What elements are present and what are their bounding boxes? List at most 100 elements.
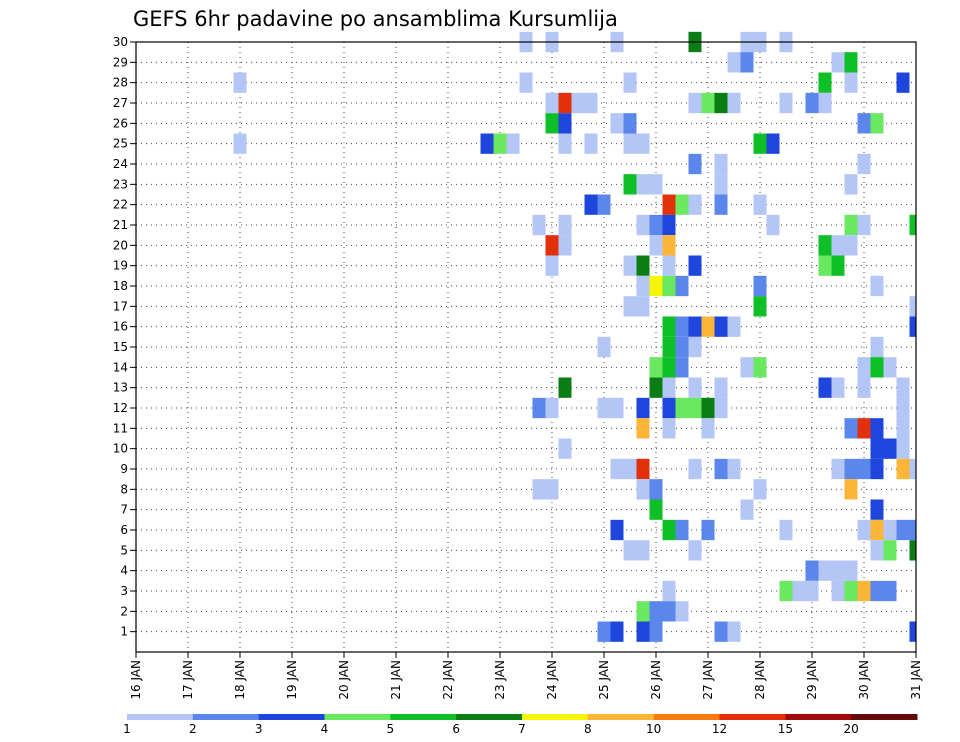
data-cell bbox=[610, 397, 624, 419]
data-cell bbox=[662, 255, 676, 276]
data-cell bbox=[896, 438, 910, 459]
data-cell bbox=[714, 174, 728, 195]
colorbar-segment bbox=[851, 714, 918, 720]
data-cell bbox=[844, 214, 858, 236]
colorbar-label: 3 bbox=[255, 722, 263, 736]
x-tick-label: 29 JAN bbox=[805, 660, 819, 700]
data-cell bbox=[597, 194, 611, 215]
data-cell bbox=[779, 519, 793, 541]
data-cell bbox=[844, 479, 858, 500]
data-cell bbox=[844, 560, 858, 581]
data-cell bbox=[675, 601, 689, 622]
colorbar-segment bbox=[653, 714, 720, 720]
data-cell bbox=[870, 113, 884, 134]
grid-lines bbox=[136, 42, 916, 652]
x-tick-label: 19 JAN bbox=[285, 660, 299, 700]
data-cell bbox=[688, 458, 702, 480]
data-cell bbox=[688, 397, 702, 419]
data-cell bbox=[545, 479, 559, 500]
y-tick-label: 10 bbox=[113, 442, 128, 456]
data-cell bbox=[649, 214, 663, 236]
colorbar-segment bbox=[456, 714, 523, 720]
y-tick-label: 17 bbox=[113, 299, 128, 313]
x-tick-label: 27 JAN bbox=[701, 660, 715, 700]
data-cell bbox=[480, 133, 494, 154]
data-cell bbox=[545, 113, 559, 134]
data-cell bbox=[662, 275, 676, 297]
data-cell bbox=[662, 214, 676, 236]
data-cell bbox=[623, 255, 637, 276]
data-cell bbox=[649, 479, 663, 500]
data-cell bbox=[545, 255, 559, 276]
data-cell bbox=[662, 357, 676, 378]
x-tick-label: 21 JAN bbox=[389, 660, 403, 700]
data-cell bbox=[688, 316, 702, 337]
data-cell bbox=[753, 194, 767, 215]
data-cell bbox=[558, 438, 572, 459]
data-cell bbox=[766, 133, 780, 154]
x-tick-label: 31 JAN bbox=[909, 660, 923, 700]
data-cell bbox=[870, 336, 884, 358]
data-cell bbox=[870, 458, 884, 480]
data-cell bbox=[636, 174, 650, 195]
y-tick-label: 7 bbox=[120, 503, 128, 517]
data-cell bbox=[727, 92, 741, 114]
colorbar-label: 10 bbox=[646, 722, 661, 736]
x-tick-label: 17 JAN bbox=[181, 660, 195, 700]
data-cell bbox=[714, 316, 728, 337]
data-cell bbox=[883, 519, 897, 541]
data-cell bbox=[623, 540, 637, 561]
data-cell bbox=[831, 580, 845, 602]
data-cell bbox=[701, 397, 715, 419]
data-cell bbox=[701, 519, 715, 541]
data-cell bbox=[688, 377, 702, 398]
chart-title: GEFS 6hr padavine po ansamblima Kursumli… bbox=[133, 7, 618, 31]
data-cell bbox=[623, 174, 637, 195]
data-cell bbox=[649, 499, 663, 520]
data-cell bbox=[688, 194, 702, 215]
data-cell bbox=[896, 72, 910, 93]
data-cell bbox=[584, 92, 598, 114]
y-tick-label: 21 bbox=[113, 218, 128, 232]
data-cell bbox=[597, 621, 611, 642]
data-cell bbox=[623, 133, 637, 154]
data-cell bbox=[623, 113, 637, 134]
data-cell bbox=[753, 296, 767, 317]
data-cell bbox=[662, 418, 676, 439]
data-cell bbox=[805, 560, 819, 581]
data-cell bbox=[675, 316, 689, 337]
data-cell bbox=[688, 153, 702, 175]
data-cell bbox=[636, 479, 650, 500]
data-cell bbox=[857, 357, 871, 378]
data-cell bbox=[233, 72, 247, 93]
data-cell bbox=[558, 113, 572, 134]
x-tick-label: 23 JAN bbox=[493, 660, 507, 700]
data-cell bbox=[909, 540, 916, 561]
colorbar-label: 15 bbox=[778, 722, 793, 736]
data-cell bbox=[883, 540, 897, 561]
data-cell bbox=[623, 296, 637, 317]
data-cell bbox=[857, 418, 871, 439]
data-cell bbox=[532, 479, 546, 500]
y-axis-ticks: 1234567891011121314151617181920212223242… bbox=[113, 35, 136, 639]
data-cell bbox=[649, 275, 663, 297]
x-tick-label: 28 JAN bbox=[753, 660, 767, 700]
data-cell bbox=[727, 52, 741, 73]
data-cell bbox=[714, 194, 728, 215]
data-cell bbox=[662, 397, 676, 419]
y-tick-label: 23 bbox=[113, 177, 128, 191]
data-cell bbox=[857, 153, 871, 175]
data-cell bbox=[870, 580, 884, 602]
data-cell bbox=[714, 92, 728, 114]
x-tick-label: 26 JAN bbox=[649, 660, 663, 700]
data-cell bbox=[597, 397, 611, 419]
y-tick-label: 19 bbox=[113, 259, 128, 273]
x-tick-label: 25 JAN bbox=[597, 660, 611, 700]
data-cell bbox=[636, 214, 650, 236]
data-cell bbox=[649, 357, 663, 378]
data-cell bbox=[662, 377, 676, 398]
data-cell bbox=[688, 336, 702, 358]
y-tick-label: 3 bbox=[120, 584, 128, 598]
data-cell bbox=[623, 72, 637, 93]
data-cell bbox=[545, 235, 559, 256]
